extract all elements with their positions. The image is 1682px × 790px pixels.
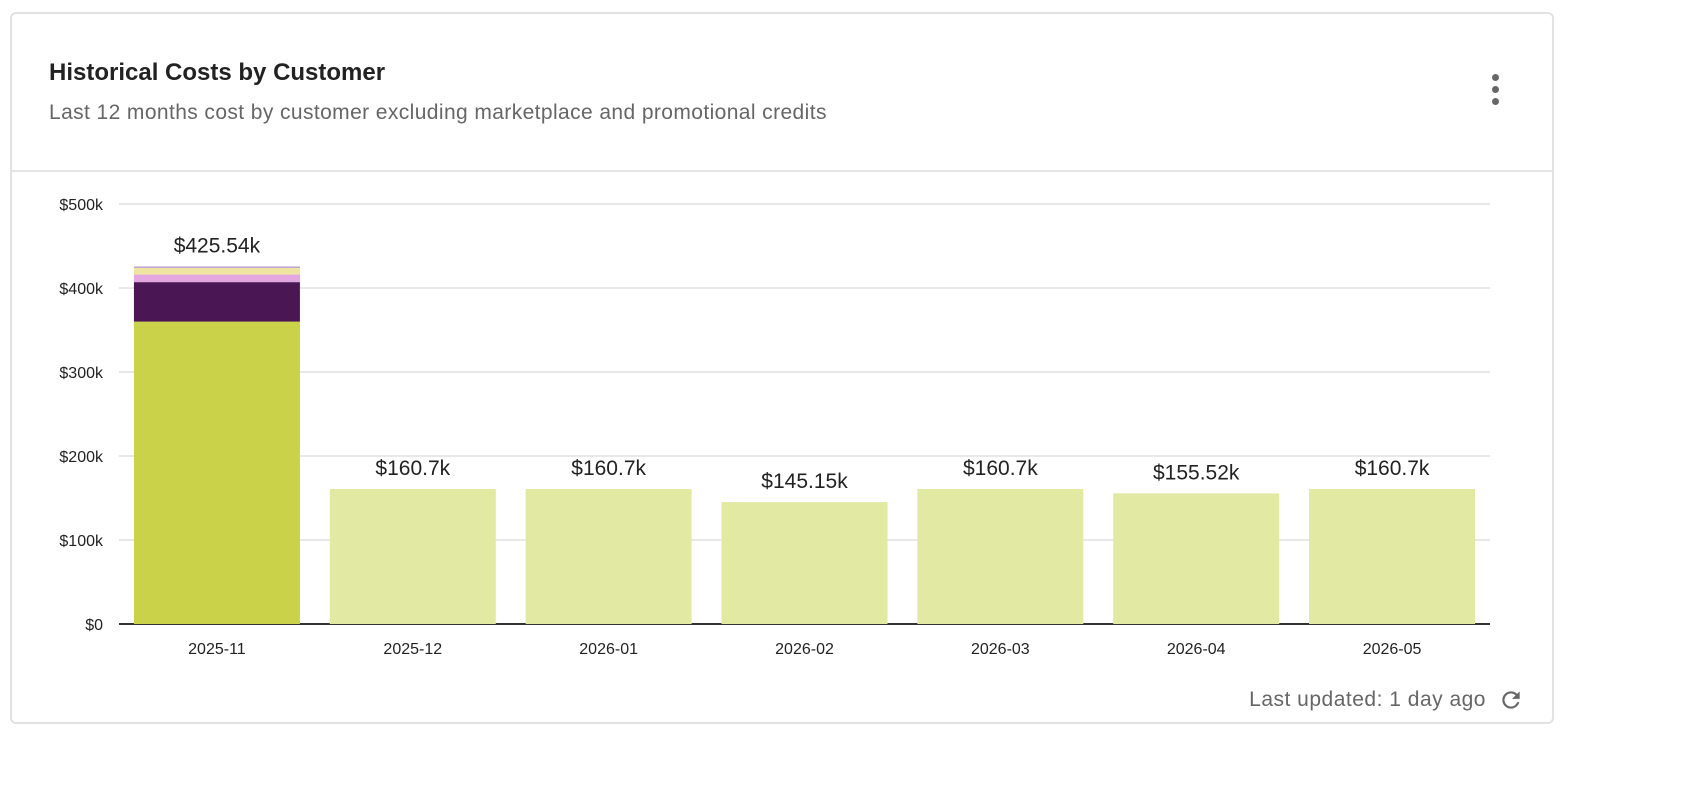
bar-total-label: $155.52k — [1153, 461, 1240, 484]
y-tick-label: $0 — [85, 617, 103, 634]
x-tick-label: 2026-02 — [775, 641, 834, 658]
x-tick-label: 2026-01 — [579, 641, 638, 658]
x-tick-label: 2025-12 — [383, 641, 442, 658]
bar-segment — [133, 267, 300, 275]
x-tick-label: 2026-04 — [1167, 641, 1226, 658]
bar-segment — [133, 274, 300, 283]
bar-segment — [133, 282, 300, 322]
y-tick-label: $500k — [59, 197, 104, 214]
bar-segment — [917, 489, 1084, 624]
last-updated-text: Last updated: 1 day ago — [1249, 688, 1486, 711]
refresh-icon[interactable] — [1498, 687, 1524, 713]
y-tick-label: $400k — [59, 281, 104, 298]
x-tick-label: 2026-03 — [971, 641, 1030, 658]
historical-costs-card: Historical Costs by Customer Last 12 mon… — [10, 12, 1554, 724]
card-footer: Last updated: 1 day ago — [1249, 687, 1524, 713]
x-tick-label: 2026-05 — [1363, 641, 1422, 658]
bar-segment — [329, 489, 496, 624]
y-tick-label: $200k — [59, 449, 104, 466]
card-header: Historical Costs by Customer Last 12 mon… — [12, 14, 1552, 172]
x-tick-label: 2025-11 — [188, 641, 246, 658]
bar-total-label: $160.7k — [1355, 457, 1430, 480]
bar-segment — [1113, 493, 1280, 624]
more-vert-icon[interactable] — [1480, 70, 1510, 110]
card-title: Historical Costs by Customer — [49, 59, 386, 86]
bar-segment — [1309, 489, 1476, 624]
card-subtitle: Last 12 months cost by customer excludin… — [49, 101, 827, 124]
bar-total-label: $145.15k — [761, 470, 848, 493]
bar-segment — [721, 502, 888, 624]
y-tick-label: $300k — [59, 365, 104, 382]
bar-total-label: $425.54k — [174, 235, 261, 258]
y-tick-label: $100k — [59, 533, 104, 550]
bar-total-label: $160.7k — [571, 457, 646, 480]
menu-dot — [1492, 86, 1499, 93]
bar-total-label: $160.7k — [375, 457, 450, 480]
menu-dot — [1492, 74, 1499, 81]
bar-total-label: $160.7k — [963, 457, 1038, 480]
menu-dot — [1492, 98, 1499, 105]
bar-segment — [133, 266, 300, 268]
bar-segment — [133, 321, 300, 624]
stacked-bar-chart: $0 $100k $200k $300k $400k $500k $425.54k 2025-… — [59, 197, 1490, 658]
bar-segment — [525, 489, 692, 624]
